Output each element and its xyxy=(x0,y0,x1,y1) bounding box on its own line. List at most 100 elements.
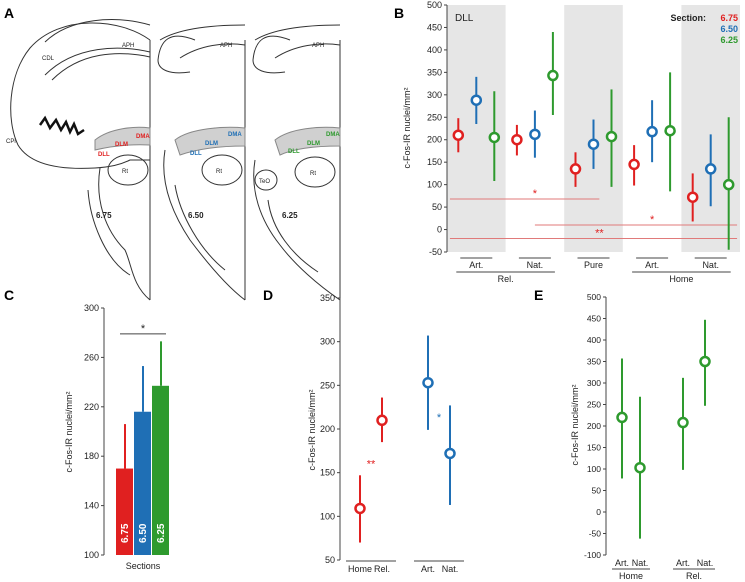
b-y-tick-label: 300 xyxy=(427,90,442,100)
c-bar-label: 6.75 xyxy=(120,523,131,543)
inner-contour xyxy=(51,53,151,81)
b-group-label: Art. xyxy=(645,260,659,270)
dma-label-1: DMA xyxy=(136,134,150,140)
e-group-label: Rel. xyxy=(686,571,702,581)
d-x-label: Art. xyxy=(421,564,435,574)
e-y-tick-label: 50 xyxy=(592,486,602,496)
cpi-label: CPi xyxy=(6,139,16,145)
e-y-tick-label: 150 xyxy=(587,443,601,453)
b-point-marker xyxy=(722,178,735,191)
b-sig-label: * xyxy=(533,188,538,200)
c-bar xyxy=(134,411,151,555)
e-group-label: Home xyxy=(619,571,643,581)
dlm-label-2: DLM xyxy=(205,141,218,147)
b-y-tick-label: 350 xyxy=(427,67,442,77)
b-title: DLL xyxy=(455,13,474,24)
b-y-tick-label: 0 xyxy=(437,225,442,235)
d-point-marker xyxy=(354,502,366,515)
aph-label-1: APH xyxy=(122,43,134,49)
b-group-label: Nat. xyxy=(702,260,719,270)
inner-contour-2 xyxy=(179,43,246,59)
rt-label-2: Rt xyxy=(216,169,222,175)
dlm-region xyxy=(94,126,151,151)
c-y-tick-label: 180 xyxy=(84,451,99,461)
c-y-tick-label: 140 xyxy=(84,501,99,511)
b-y-tick-label: 50 xyxy=(432,202,442,212)
b-point-marker xyxy=(628,158,640,171)
b-group-label: Nat. xyxy=(527,260,544,270)
ventral-outline-2 xyxy=(163,149,246,301)
rt-label-1: Rt xyxy=(122,169,128,175)
panel-a-brain-sections: APH CDL CPi APH APH Rt Rt Rt TeO DMA DLM… xyxy=(6,19,341,301)
teo-nucleus xyxy=(254,169,278,191)
b-y-tick-label: 500 xyxy=(427,0,442,10)
b-point-marker xyxy=(686,191,699,203)
legend-entry: 6.25 xyxy=(720,35,738,45)
e-y-tick-label: 350 xyxy=(587,357,601,367)
d-x-label: Nat. xyxy=(442,564,459,574)
b-y-tick-label: -50 xyxy=(429,247,442,257)
outer-contour-3 xyxy=(254,24,341,41)
b-group-label: Art. xyxy=(469,260,483,270)
panel-b-chart: -50 0 50 100 150 200 250 300 350 400 450 500 c-Fos-I… xyxy=(402,0,740,284)
panel-letter-e: E xyxy=(534,287,543,303)
d-y-tick-label: 350 xyxy=(320,293,335,303)
dma-label-2: DMA xyxy=(228,132,242,138)
b-category-label: Rel. xyxy=(498,274,514,284)
rt-label-3: Rt xyxy=(310,171,316,177)
dll-label-2: DLL xyxy=(190,151,202,157)
panel-letter-b: B xyxy=(394,5,404,21)
b-point-marker xyxy=(569,163,582,175)
e-point-marker xyxy=(699,355,711,368)
d-y-tick-label: 300 xyxy=(320,337,335,347)
dlm-label-3: DLM xyxy=(307,141,320,147)
e-y-tick-label: 450 xyxy=(587,314,601,324)
shaded-band xyxy=(681,5,740,252)
e-y-tick-label: 400 xyxy=(587,335,601,345)
b-point-marker xyxy=(529,128,541,141)
legend-title: Section: xyxy=(670,13,706,23)
e-y-tick-label: 100 xyxy=(587,464,601,474)
dma-label-3: DMA xyxy=(326,132,340,138)
b-point-marker xyxy=(587,138,600,150)
dll-label-1: DLL xyxy=(98,152,110,158)
inner-contour-3 xyxy=(274,43,341,59)
b-point-marker xyxy=(547,69,559,82)
c-sig-label: * xyxy=(141,323,146,335)
e-y-tick-label: 300 xyxy=(587,378,601,388)
dlm-region-3 xyxy=(274,126,341,156)
c-bar-label: 6.50 xyxy=(138,523,149,543)
d-x-label: Rel. xyxy=(374,564,390,574)
d-y-tick-label: 50 xyxy=(325,555,335,565)
brain-section-650 xyxy=(157,24,246,301)
d-point-marker xyxy=(444,447,456,460)
shaded-band xyxy=(447,5,506,252)
panel-d-chart: 50 100 150 200 250 300 350 c-Fos-IR nuclei/mm² H… xyxy=(307,293,464,574)
dll-label-3: DLL xyxy=(288,149,300,155)
e-y-tick-label: 0 xyxy=(596,507,601,517)
d-sig-label: * xyxy=(437,412,442,424)
d-sig-label: ** xyxy=(367,458,376,470)
c-y-tick-label: 100 xyxy=(84,550,99,560)
d-y-tick-label: 150 xyxy=(320,468,335,478)
section-label-675: 6.75 xyxy=(96,211,112,220)
hemisphere-outline-2 xyxy=(157,35,196,74)
e-x-label: Nat. xyxy=(632,558,649,568)
brain-section-625 xyxy=(252,24,341,301)
d-point-marker xyxy=(376,414,388,427)
cpi-layer xyxy=(38,115,85,136)
b-y-tick-label: 100 xyxy=(427,180,442,190)
e-y-tick-label: -100 xyxy=(584,550,601,560)
b-group-label: Pure xyxy=(584,260,603,270)
b-point-marker xyxy=(452,129,465,141)
c-bar xyxy=(152,385,169,555)
b-point-marker xyxy=(511,133,523,146)
b-y-tick-label: 150 xyxy=(427,157,442,167)
brain-section-675 xyxy=(10,19,151,301)
inner-ventral-outline-2 xyxy=(174,184,226,271)
ventral-outline-3 xyxy=(253,159,341,301)
e-point-marker xyxy=(634,461,646,474)
b-sig-label: * xyxy=(650,214,655,226)
cdl-contour xyxy=(44,47,151,76)
